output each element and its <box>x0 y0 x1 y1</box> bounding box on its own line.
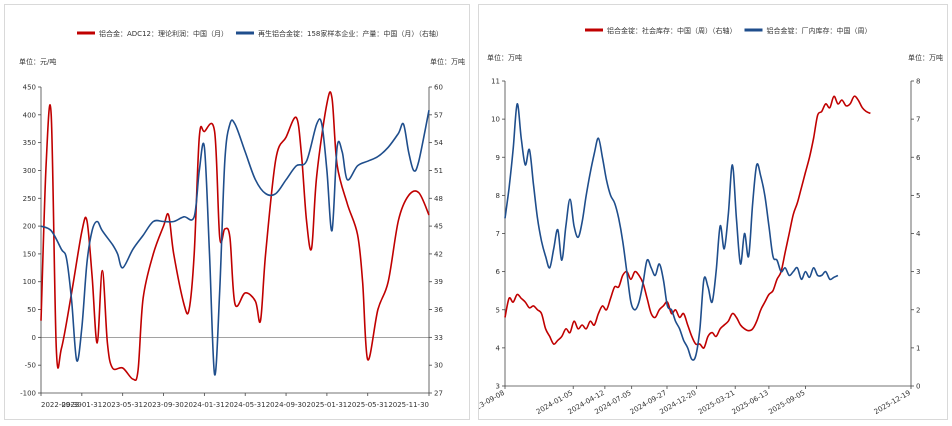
right-ytick-label-left-6: 9 <box>496 154 500 162</box>
left-xtick-label-6: 2024-09-30 <box>266 401 307 409</box>
left-xtick-label-9: 2025-11-30 <box>388 401 429 409</box>
left-xtick-label-2: 2023-05-31 <box>102 401 143 409</box>
left-ytick-label-left-5: 150 <box>23 250 36 258</box>
left-ytick-label-left-1: -50 <box>25 362 36 370</box>
left-ytick-label-left-6: 200 <box>23 223 36 231</box>
right-unit-left: 单位：万吨 <box>487 53 522 62</box>
right-ytick-label-right-8: 8 <box>916 78 920 86</box>
right-ytick-label-left-1: 4 <box>496 344 501 352</box>
left-xtick-label-1: 2023-01-31 <box>61 401 102 409</box>
right-series-line-0 <box>504 95 871 349</box>
left-ytick-label-left-11: 450 <box>23 84 36 92</box>
right-ytick-label-left-5: 8 <box>496 192 500 200</box>
left-ytick-label-right-4: 39 <box>434 278 443 286</box>
chart-right: 铝合金锭：社会库存：中国（周）（右轴） 铝合金锭：厂内库存：中国（周） 单位：万吨 单… <box>479 26 943 416</box>
right-ytick-label-left-8: 11 <box>491 78 500 86</box>
right-series-line-1 <box>504 103 839 361</box>
chart-panel-right: 铝合金锭：社会库存：中国（周）（右轴） 铝合金锭：厂内库存：中国（周） 单位：万吨 单… <box>478 4 948 420</box>
right-xtick-label-7: 2025-06-13 <box>731 389 770 416</box>
left-xtick-label-7: 2025-01-31 <box>307 401 348 409</box>
right-legend-label-0: 铝合金锭：社会库存：中国（周）（右轴） <box>607 26 737 35</box>
right-ytick-label-right-2: 2 <box>916 306 920 314</box>
right-ytick-label-left-4: 7 <box>496 230 500 238</box>
left-series-line-0 <box>40 91 430 382</box>
right-xtick-label-8: 2025-09-05 <box>767 389 806 416</box>
right-xtick-label-9: 2025-12-19 <box>873 389 912 416</box>
left-legend-label-0: 铝合金：ADC12：理论利润：中国（月） <box>99 29 228 38</box>
chart-left: 铝合金：ADC12：理论利润：中国（月） 再生铝合金锭：158家样本企业：产量：中… <box>19 29 465 409</box>
right-ytick-label-left-7: 10 <box>491 116 500 124</box>
right-ytick-label-right-4: 4 <box>916 230 921 238</box>
left-series-line-1 <box>40 110 430 376</box>
left-ytick-label-right-6: 45 <box>434 223 443 231</box>
right-ytick-label-right-0: 0 <box>916 383 920 391</box>
left-ytick-label-right-0: 27 <box>434 390 443 398</box>
left-ytick-label-right-9: 54 <box>434 139 443 147</box>
right-ytick-label-right-6: 6 <box>916 154 921 162</box>
right-legend-label-1: 铝合金锭：厂内库存：中国（周） <box>767 26 872 35</box>
right-ytick-label-right-1: 1 <box>916 344 920 352</box>
right-unit-right: 单位：万吨 <box>908 53 943 62</box>
right-ytick-label-left-2: 5 <box>496 306 500 314</box>
left-xtick-label-5: 2024-05-31 <box>225 401 266 409</box>
left-ytick-label-right-5: 42 <box>434 250 443 258</box>
left-ytick-label-right-7: 48 <box>434 195 443 203</box>
left-ytick-label-left-9: 350 <box>23 139 36 147</box>
left-ytick-label-left-8: 300 <box>23 167 36 175</box>
left-ytick-label-left-0: -100 <box>20 390 36 398</box>
left-ytick-label-right-1: 30 <box>434 362 443 370</box>
right-ytick-label-right-7: 7 <box>916 116 920 124</box>
right-xtick-label-6: 2025-03-21 <box>697 389 736 416</box>
left-unit-right: 单位：万吨 <box>430 57 465 66</box>
left-ytick-label-left-4: 100 <box>23 278 36 286</box>
left-xtick-label-0: 2022-09-30 <box>41 401 82 409</box>
left-ytick-label-left-10: 400 <box>23 111 36 119</box>
left-legend-label-1: 再生铝合金锭：158家样本企业：产量：中国（月）（右轴） <box>258 29 443 38</box>
left-xtick-label-8: 2025-05-31 <box>347 401 388 409</box>
left-xtick-label-4: 2024-01-31 <box>184 401 225 409</box>
right-ytick-label-right-5: 5 <box>916 192 920 200</box>
right-ytick-label-left-3: 6 <box>496 268 501 276</box>
left-ytick-label-right-11: 60 <box>434 84 443 92</box>
right-ytick-label-right-3: 3 <box>916 268 920 276</box>
left-unit-left: 单位：元/吨 <box>19 57 56 66</box>
chart-panel-left: 铝合金：ADC12：理论利润：中国（月） 再生铝合金锭：158家样本企业：产量：中… <box>4 4 470 420</box>
left-ytick-label-left-3: 50 <box>27 306 36 314</box>
left-ytick-label-right-8: 51 <box>434 167 443 175</box>
left-ytick-label-right-3: 36 <box>434 306 443 314</box>
left-ytick-label-right-2: 33 <box>434 334 443 342</box>
left-xtick-label-3: 2023-09-30 <box>143 401 184 409</box>
right-xtick-label-0: 2023-09-08 <box>479 389 506 416</box>
left-ytick-label-right-10: 57 <box>434 111 443 119</box>
left-ytick-label-left-7: 250 <box>23 195 36 203</box>
left-ytick-label-left-2: 0 <box>32 334 36 342</box>
right-ytick-label-left-0: 3 <box>496 383 500 391</box>
